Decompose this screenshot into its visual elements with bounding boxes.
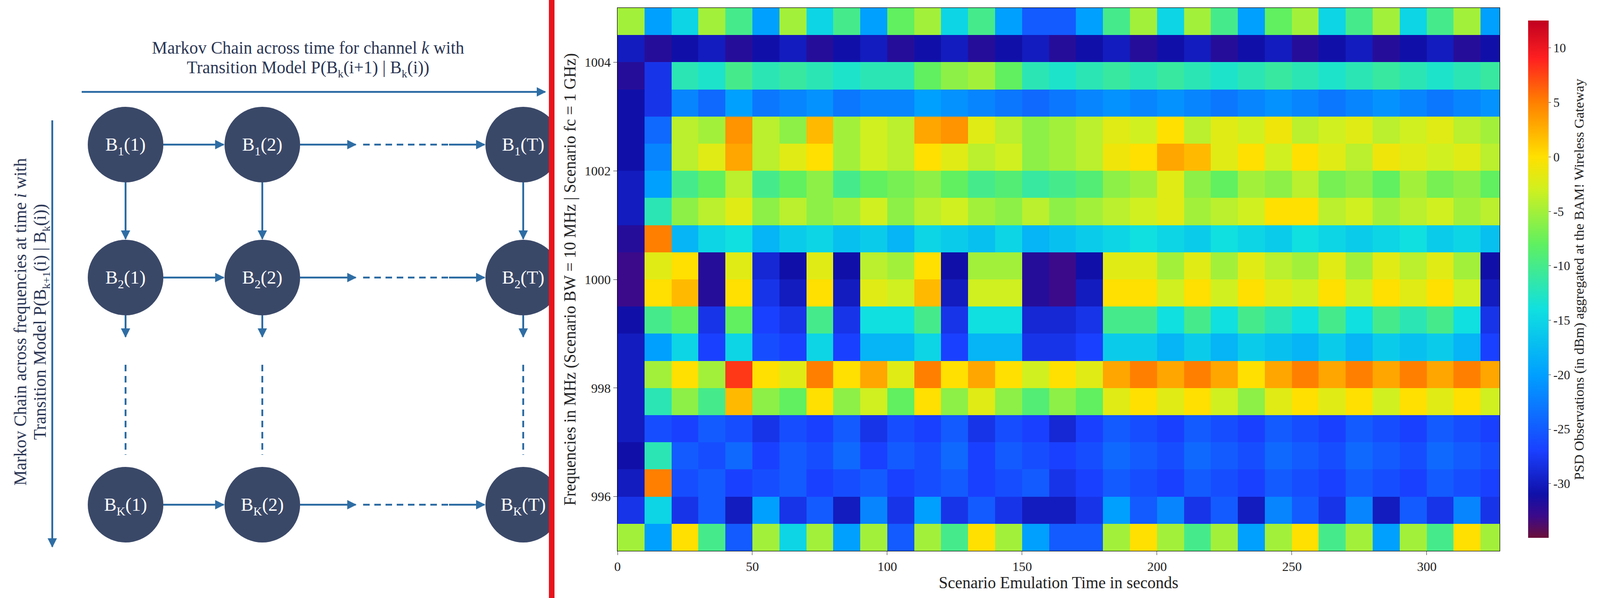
svg-text:Frequencies in MHz (Scenario B: Frequencies in MHz (Scenario BW = 10 MHz… xyxy=(561,53,580,506)
svg-text:5: 5 xyxy=(1553,95,1560,110)
svg-text:BK(1): BK(1) xyxy=(104,494,148,519)
svg-text:1002: 1002 xyxy=(584,163,611,179)
svg-text:998: 998 xyxy=(590,381,611,396)
svg-text:B2(T): B2(T) xyxy=(502,266,545,292)
svg-text:-25: -25 xyxy=(1553,422,1571,437)
svg-text:BK(T): BK(T) xyxy=(500,494,547,519)
svg-text:300: 300 xyxy=(1417,559,1437,575)
svg-text:Scenario Emulation Time in sec: Scenario Emulation Time in seconds xyxy=(938,574,1179,593)
svg-text:Transition Model P(Bk+1(i) | B: Transition Model P(Bk+1(i) | Bk(i)) xyxy=(30,203,53,441)
svg-text:Markov Chain across frequencie: Markov Chain across frequencies at time … xyxy=(10,158,30,486)
svg-text:150: 150 xyxy=(1012,559,1032,575)
svg-text:Markov Chain across time for c: Markov Chain across time for channel k w… xyxy=(152,38,465,58)
svg-text:-30: -30 xyxy=(1553,477,1571,492)
svg-text:-5: -5 xyxy=(1553,204,1565,219)
svg-text:200: 200 xyxy=(1147,559,1167,575)
svg-text:BK(2): BK(2) xyxy=(240,494,284,519)
svg-text:100: 100 xyxy=(877,559,898,575)
svg-text:250: 250 xyxy=(1282,559,1302,575)
svg-text:PSD Observations (in dBm) aggr: PSD Observations (in dBm) aggregated at … xyxy=(1571,78,1587,481)
svg-text:B2(1): B2(1) xyxy=(105,266,146,292)
svg-text:10: 10 xyxy=(1553,41,1566,56)
svg-text:B2(2): B2(2) xyxy=(242,266,283,292)
svg-text:Transition Model P(Bk(i+1) | B: Transition Model P(Bk(i+1) | Bk(i)) xyxy=(186,57,430,80)
svg-text:1000: 1000 xyxy=(584,272,611,288)
svg-text:-15: -15 xyxy=(1553,313,1571,328)
svg-text:-10: -10 xyxy=(1553,259,1571,274)
svg-text:B1(T): B1(T) xyxy=(502,133,545,159)
svg-text:B1(1): B1(1) xyxy=(105,133,146,159)
svg-text:B1(2): B1(2) xyxy=(242,133,283,159)
svg-text:996: 996 xyxy=(590,489,611,505)
svg-text:-20: -20 xyxy=(1553,368,1571,383)
svg-text:1004: 1004 xyxy=(584,55,611,70)
svg-text:0: 0 xyxy=(614,559,621,575)
svg-text:50: 50 xyxy=(745,559,759,575)
svg-text:0: 0 xyxy=(1553,150,1560,165)
